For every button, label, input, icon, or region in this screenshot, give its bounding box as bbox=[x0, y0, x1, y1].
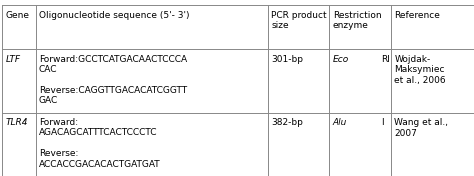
Text: Restriction
enzyme: Restriction enzyme bbox=[333, 11, 382, 30]
Text: I: I bbox=[381, 118, 383, 127]
Text: LTF: LTF bbox=[6, 55, 21, 64]
Text: Gene: Gene bbox=[6, 11, 30, 20]
Text: Wojdak-
Maksymiec
et al., 2006: Wojdak- Maksymiec et al., 2006 bbox=[394, 55, 446, 85]
Text: Wang et al.,
2007: Wang et al., 2007 bbox=[394, 118, 448, 138]
Text: Oligonucleotide sequence (5'- 3'): Oligonucleotide sequence (5'- 3') bbox=[39, 11, 190, 20]
Text: TLR4: TLR4 bbox=[6, 118, 28, 127]
Text: 382-bp: 382-bp bbox=[271, 118, 303, 127]
Text: RI: RI bbox=[381, 55, 390, 64]
Text: Alu: Alu bbox=[333, 118, 347, 127]
Text: Forward:
AGACAGCATTTCACTCCCTC

Reverse:
ACCACCGACACACTGATGAT: Forward: AGACAGCATTTCACTCCCTC Reverse: A… bbox=[39, 118, 161, 169]
Text: PCR product
size: PCR product size bbox=[271, 11, 327, 30]
Text: 301-bp: 301-bp bbox=[271, 55, 303, 64]
Text: Forward:GCCTCATGACAACTCCCA
CAC

Reverse:CAGGTTGACACATCGGTT
GAC: Forward:GCCTCATGACAACTCCCA CAC Reverse:C… bbox=[39, 55, 187, 105]
Text: Eco: Eco bbox=[333, 55, 349, 64]
Text: Reference: Reference bbox=[394, 11, 440, 20]
